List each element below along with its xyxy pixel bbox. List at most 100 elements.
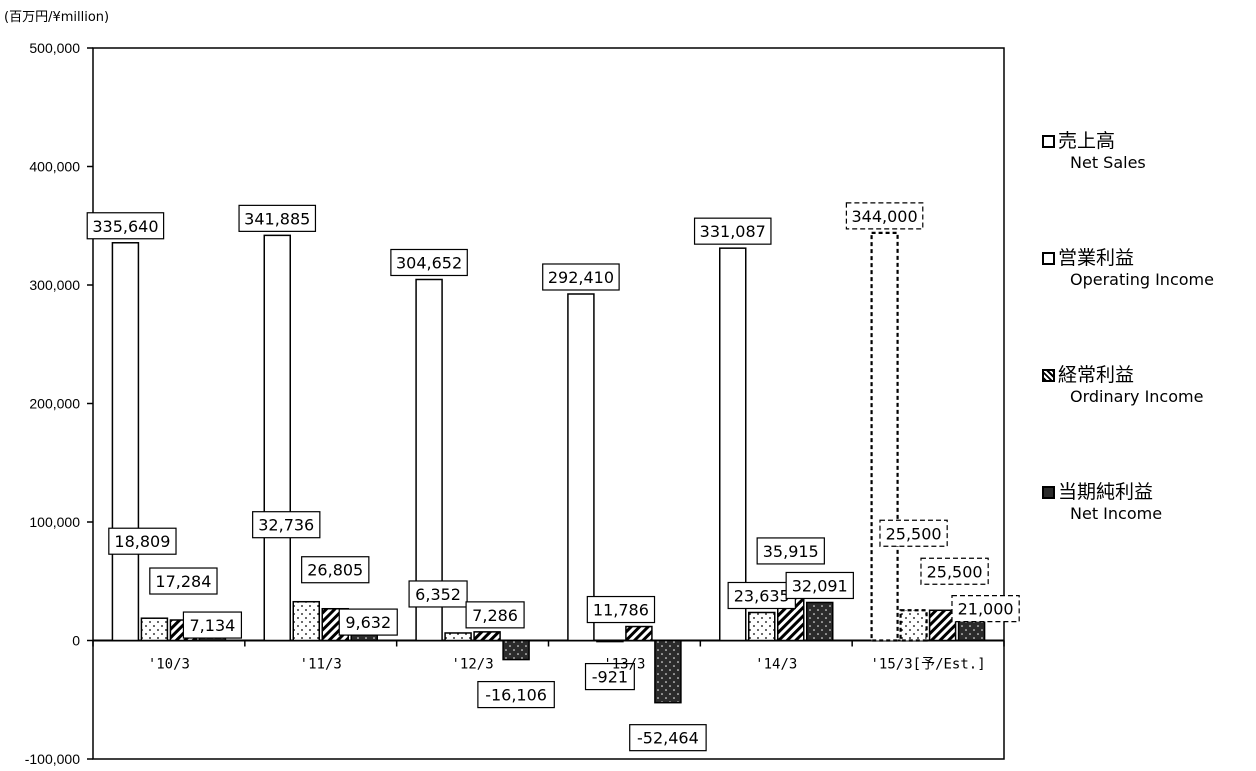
data-label-box <box>408 580 468 608</box>
legend-label-en: Operating Income <box>1070 270 1214 289</box>
plot-area-border <box>92 47 1005 760</box>
bar-0-4 <box>719 247 747 642</box>
data-label-text: 18,809 <box>114 532 170 551</box>
data-label-text: 32,091 <box>792 576 848 595</box>
y-tick-label: 0 <box>72 633 80 649</box>
bar-2-3 <box>625 625 653 642</box>
data-label: -52,464 <box>629 724 707 752</box>
data-label-text: 335,640 <box>92 217 158 236</box>
data-label-text: 35,915 <box>763 542 819 561</box>
data-label: 7,134 <box>182 611 243 639</box>
legend-item-net-sales: 売上高 Net Sales <box>1042 130 1256 247</box>
data-label-box <box>879 519 948 547</box>
x-category-label: '13/3 <box>603 657 645 673</box>
bar-0-1 <box>263 234 291 642</box>
data-label: 11,786 <box>586 595 656 624</box>
data-label: 26,805 <box>301 556 370 584</box>
data-label-box <box>149 567 218 595</box>
data-label-text: 9,632 <box>345 613 391 632</box>
bar-3-2 <box>502 639 530 661</box>
data-label: 292,410 <box>542 263 620 291</box>
data-label-text: 23,635 <box>734 586 790 605</box>
data-label: 6,352 <box>408 580 468 608</box>
y-tick-label: 100,000 <box>29 514 80 530</box>
data-label: 32,736 <box>252 511 321 539</box>
data-label-text: 331,087 <box>700 222 766 241</box>
data-label-box <box>951 595 1020 623</box>
x-category-label: '14/3 <box>755 657 797 673</box>
legend-label-jp: 当期純利益 <box>1058 481 1154 503</box>
x-category-label: '10/3 <box>148 657 190 673</box>
legend-label-en: Ordinary Income <box>1070 387 1204 406</box>
data-label-text: 25,500 <box>927 562 983 581</box>
legend-label-en: Net Sales <box>1070 153 1146 172</box>
data-label-box <box>390 248 468 277</box>
data-label-text: 292,410 <box>548 268 614 287</box>
data-label: 25,500 <box>879 519 948 547</box>
data-label: 23,635 <box>727 581 796 610</box>
data-label-box <box>785 571 854 600</box>
data-label-text: 7,286 <box>472 606 518 625</box>
bar-2-2 <box>473 631 501 642</box>
bar-3-4 <box>806 601 834 642</box>
bar-0-2 <box>415 278 443 642</box>
data-label-text: 344,000 <box>851 207 917 226</box>
bar-2-5 <box>928 609 957 642</box>
chart-legend: 売上高 Net Sales 営業利益 Operating Income 経常利益… <box>1042 130 1256 598</box>
data-label-text: 26,805 <box>307 561 363 580</box>
data-label-text: -52,464 <box>637 729 699 748</box>
data-label: 341,885 <box>238 204 317 232</box>
data-label: 32,091 <box>785 571 854 600</box>
data-label-box <box>301 556 370 584</box>
bar-1-4 <box>748 611 776 642</box>
white-square-swatch-icon <box>1042 134 1055 148</box>
data-label-text: 17,284 <box>155 572 211 591</box>
legend-label-en: Net Income <box>1070 504 1163 523</box>
data-label-box <box>108 527 177 555</box>
data-label-box <box>756 537 825 565</box>
data-label: 304,652 <box>390 248 468 277</box>
data-label: 25,500 <box>920 557 989 585</box>
y-tick-label: -100,000 <box>25 751 80 767</box>
data-label-box <box>182 611 243 639</box>
data-label: 344,000 <box>845 202 924 230</box>
data-label-text: -921 <box>592 668 628 687</box>
bar-1-2 <box>444 632 472 642</box>
data-label: -921 <box>584 662 635 691</box>
x-category-label: '15/3[予/Est.] <box>871 657 986 673</box>
bar-1-0 <box>140 617 169 642</box>
data-label-text: 32,736 <box>258 516 314 535</box>
data-label-text: 25,500 <box>886 524 942 543</box>
data-label-box <box>86 212 165 240</box>
data-label-box <box>920 557 989 585</box>
data-label: 335,640 <box>86 212 165 240</box>
y-tick-label: 400,000 <box>29 159 80 175</box>
data-label: 18,809 <box>108 527 177 555</box>
data-label-box <box>584 662 635 691</box>
data-label-box <box>338 608 398 636</box>
data-label-text: 7,134 <box>190 616 236 635</box>
data-label-box <box>586 595 656 624</box>
data-label-text: 21,000 <box>958 600 1014 619</box>
data-label-box <box>238 204 317 232</box>
legend-label-jp: 売上高 <box>1058 130 1116 152</box>
legend-label-jp: 経常利益 <box>1058 364 1135 386</box>
white-square-swatch-icon <box>1042 251 1055 265</box>
bar-0-5 <box>870 231 899 642</box>
data-label-box <box>252 511 321 539</box>
bar-1-5 <box>899 609 928 642</box>
hatched-square-swatch-icon <box>1042 368 1055 382</box>
bar-3-3 <box>654 639 682 704</box>
y-tick-label: 300,000 <box>29 277 80 293</box>
data-label-box <box>477 680 555 709</box>
legend-item-ordinary-income: 経常利益 Ordinary Income <box>1042 364 1256 481</box>
y-tick-label: 500,000 <box>29 40 80 56</box>
data-label: -16,106 <box>477 680 555 709</box>
legend-label-jp: 営業利益 <box>1058 247 1135 269</box>
unit-label: (百万円/¥million) <box>4 10 110 25</box>
data-label-box <box>727 581 796 610</box>
data-label-text: 6,352 <box>415 585 461 604</box>
x-category-label: '12/3 <box>452 657 494 673</box>
bar-0-3 <box>567 293 595 642</box>
